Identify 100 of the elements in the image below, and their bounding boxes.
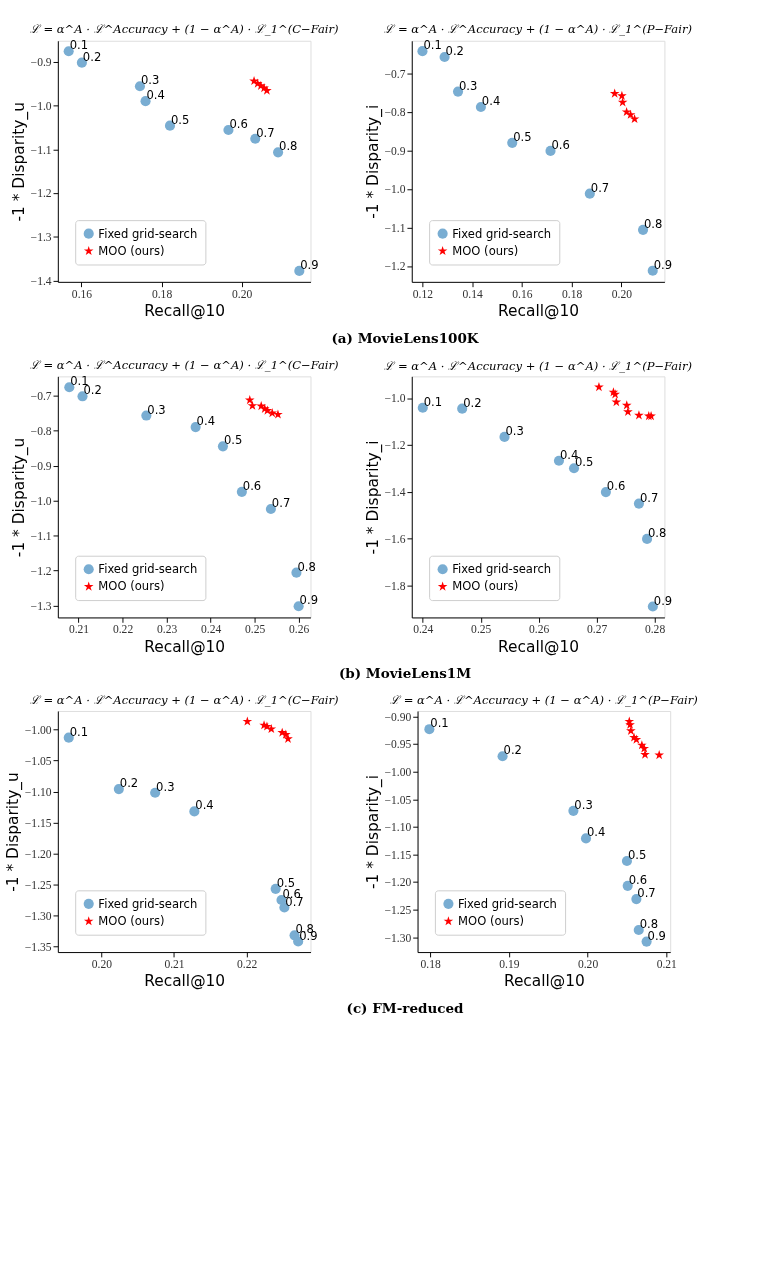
y-tick-label: −1.35 (24, 940, 52, 954)
annotation: 0.8 (648, 525, 667, 540)
x-axis-title: Recall@10 (144, 972, 226, 991)
point (617, 97, 628, 107)
annotation: 0.6 (551, 138, 570, 152)
point (617, 90, 627, 100)
legend-label: MOO (ours) (452, 579, 519, 594)
annotation: 0.7 (637, 886, 656, 901)
x-tick-label: 0.21 (68, 623, 90, 637)
x-tick-label: 0.16 (512, 287, 533, 301)
x-tick-label: 0.21 (164, 957, 185, 971)
annotation: 0.7 (590, 180, 610, 195)
annotation: 0.1 (430, 716, 449, 731)
chart-title: ℒ = α^A · ℒ^Accuracy + (1 − α^A) · ℒ_1^(P−Fair) (384, 21, 692, 36)
y-tick-label: −1.20 (384, 876, 412, 890)
x-tick-label: 0.25 (471, 623, 492, 637)
point (629, 113, 640, 124)
y-tick-label: −0.8 (30, 424, 52, 438)
x-axis-title: Recall@10 (498, 302, 580, 321)
legend-label: Fixed grid-search (98, 226, 198, 241)
legend-label: Fixed grid-search (452, 226, 552, 241)
y-tick-label: −1.2 (384, 260, 406, 274)
y-tick-label: −0.9 (30, 459, 52, 473)
y-axis-title: -1 * Disparity_i (363, 104, 383, 219)
x-tick-label: 0.18 (562, 287, 583, 301)
annotation: 0.3 (574, 797, 593, 812)
annotation: 0.6 (229, 117, 248, 132)
legend-label: Fixed grid-search (452, 562, 552, 577)
annotation: 0.3 (140, 73, 160, 88)
y-tick-label: −1.10 (384, 821, 412, 835)
x-tick-label: 0.25 (244, 623, 266, 637)
annotation: 0.6 (606, 479, 626, 494)
y-axis-title: -1 * Disparity_u (9, 102, 29, 222)
y-axis-title: -1 * Disparity_i (363, 775, 383, 890)
y-tick-label: −0.90 (384, 710, 412, 724)
x-tick-label: 0.27 (586, 623, 608, 637)
annotation: 0.3 (458, 78, 478, 93)
point (621, 400, 632, 410)
legend-label: MOO (ours) (452, 243, 519, 258)
y-tick-label: −1.25 (384, 903, 412, 917)
point (242, 716, 253, 726)
y-tick-label: −1.3 (30, 599, 52, 613)
annotation: 0.1 (423, 38, 442, 53)
text: (b) MovieLens1M (338, 665, 472, 682)
y-tick-label: −0.9 (30, 56, 52, 70)
y-tick-label: −1.4 (384, 485, 406, 499)
x-tick-label: 0.24 (200, 623, 222, 637)
annotation: 0.4 (195, 798, 214, 813)
point (623, 406, 633, 416)
y-tick-label: −1.00 (384, 766, 412, 780)
legend-label: MOO (ours) (98, 579, 165, 594)
y-tick-label: −1.4 (30, 274, 52, 288)
annotation: 0.3 (156, 779, 175, 794)
annotation: 0.5 (627, 848, 647, 863)
annotation: 0.7 (271, 496, 291, 511)
x-axis-title: Recall@10 (144, 637, 226, 656)
y-axis-title: -1 * Disparity_u (9, 437, 29, 558)
annotation: 0.2 (463, 395, 482, 410)
x-axis-title: Recall@10 (498, 637, 580, 656)
x-tick-label: 0.19 (499, 957, 520, 971)
y-tick-label: −1.10 (24, 785, 52, 799)
point (273, 409, 283, 419)
x-tick-label: 0.21 (656, 957, 678, 971)
chart-title: ℒ = α^A · ℒ^Accuracy + (1 − α^A) · ℒ_1^(P−Fair) (384, 358, 692, 373)
chart-title: ℒ = α^A · ℒ^Accuracy + (1 − α^A) · ℒ_1^(C−Fair) (29, 21, 339, 36)
legend-label: Fixed grid-search (98, 896, 198, 911)
x-tick-label: 0.20 (577, 957, 599, 971)
annotation: 0.8 (279, 139, 298, 154)
y-tick-label: −1.30 (24, 909, 52, 923)
x-axis-title: Recall@10 (144, 302, 226, 321)
annotation: 0.2 (503, 743, 522, 758)
y-tick-label: −0.7 (30, 389, 52, 403)
y-tick-label: −1.8 (384, 579, 406, 593)
point (283, 733, 293, 743)
legend-label: Fixed grid-search (458, 896, 557, 911)
y-tick-label: −1.0 (30, 494, 52, 508)
point (626, 725, 636, 735)
x-tick-label: 0.12 (412, 287, 434, 301)
y-tick-label: −1.2 (30, 564, 52, 578)
annotation: 0.5 (170, 112, 190, 127)
annotation: 0.8 (297, 559, 316, 574)
y-tick-label: −1.1 (384, 221, 406, 235)
y-tick-label: −0.9 (384, 144, 406, 158)
legend-label: MOO (ours) (98, 243, 165, 258)
chart-title: ℒ = α^A · ℒ^Accuracy + (1 − α^A) · ℒ_1^(C−Fair) (29, 357, 339, 372)
legend-label: Fixed grid-search (98, 562, 198, 577)
annotation: 0.4 (196, 414, 215, 429)
y-tick-label: −1.15 (24, 816, 52, 830)
point (247, 400, 258, 410)
x-tick-label: 0.26 (529, 623, 550, 637)
x-tick-label: 0.22 (112, 623, 134, 637)
y-tick-label: −1.0 (30, 99, 52, 113)
y-tick-label: −1.0 (384, 183, 406, 197)
x-tick-label: 0.22 (236, 957, 258, 971)
annotation: 0.8 (644, 216, 663, 231)
x-tick-label: 0.20 (232, 287, 253, 301)
annotation: 0.9 (300, 258, 319, 272)
annotation: 0.5 (223, 433, 243, 448)
annotation: 0.3 (505, 424, 524, 438)
y-tick-label: −1.20 (24, 847, 52, 861)
